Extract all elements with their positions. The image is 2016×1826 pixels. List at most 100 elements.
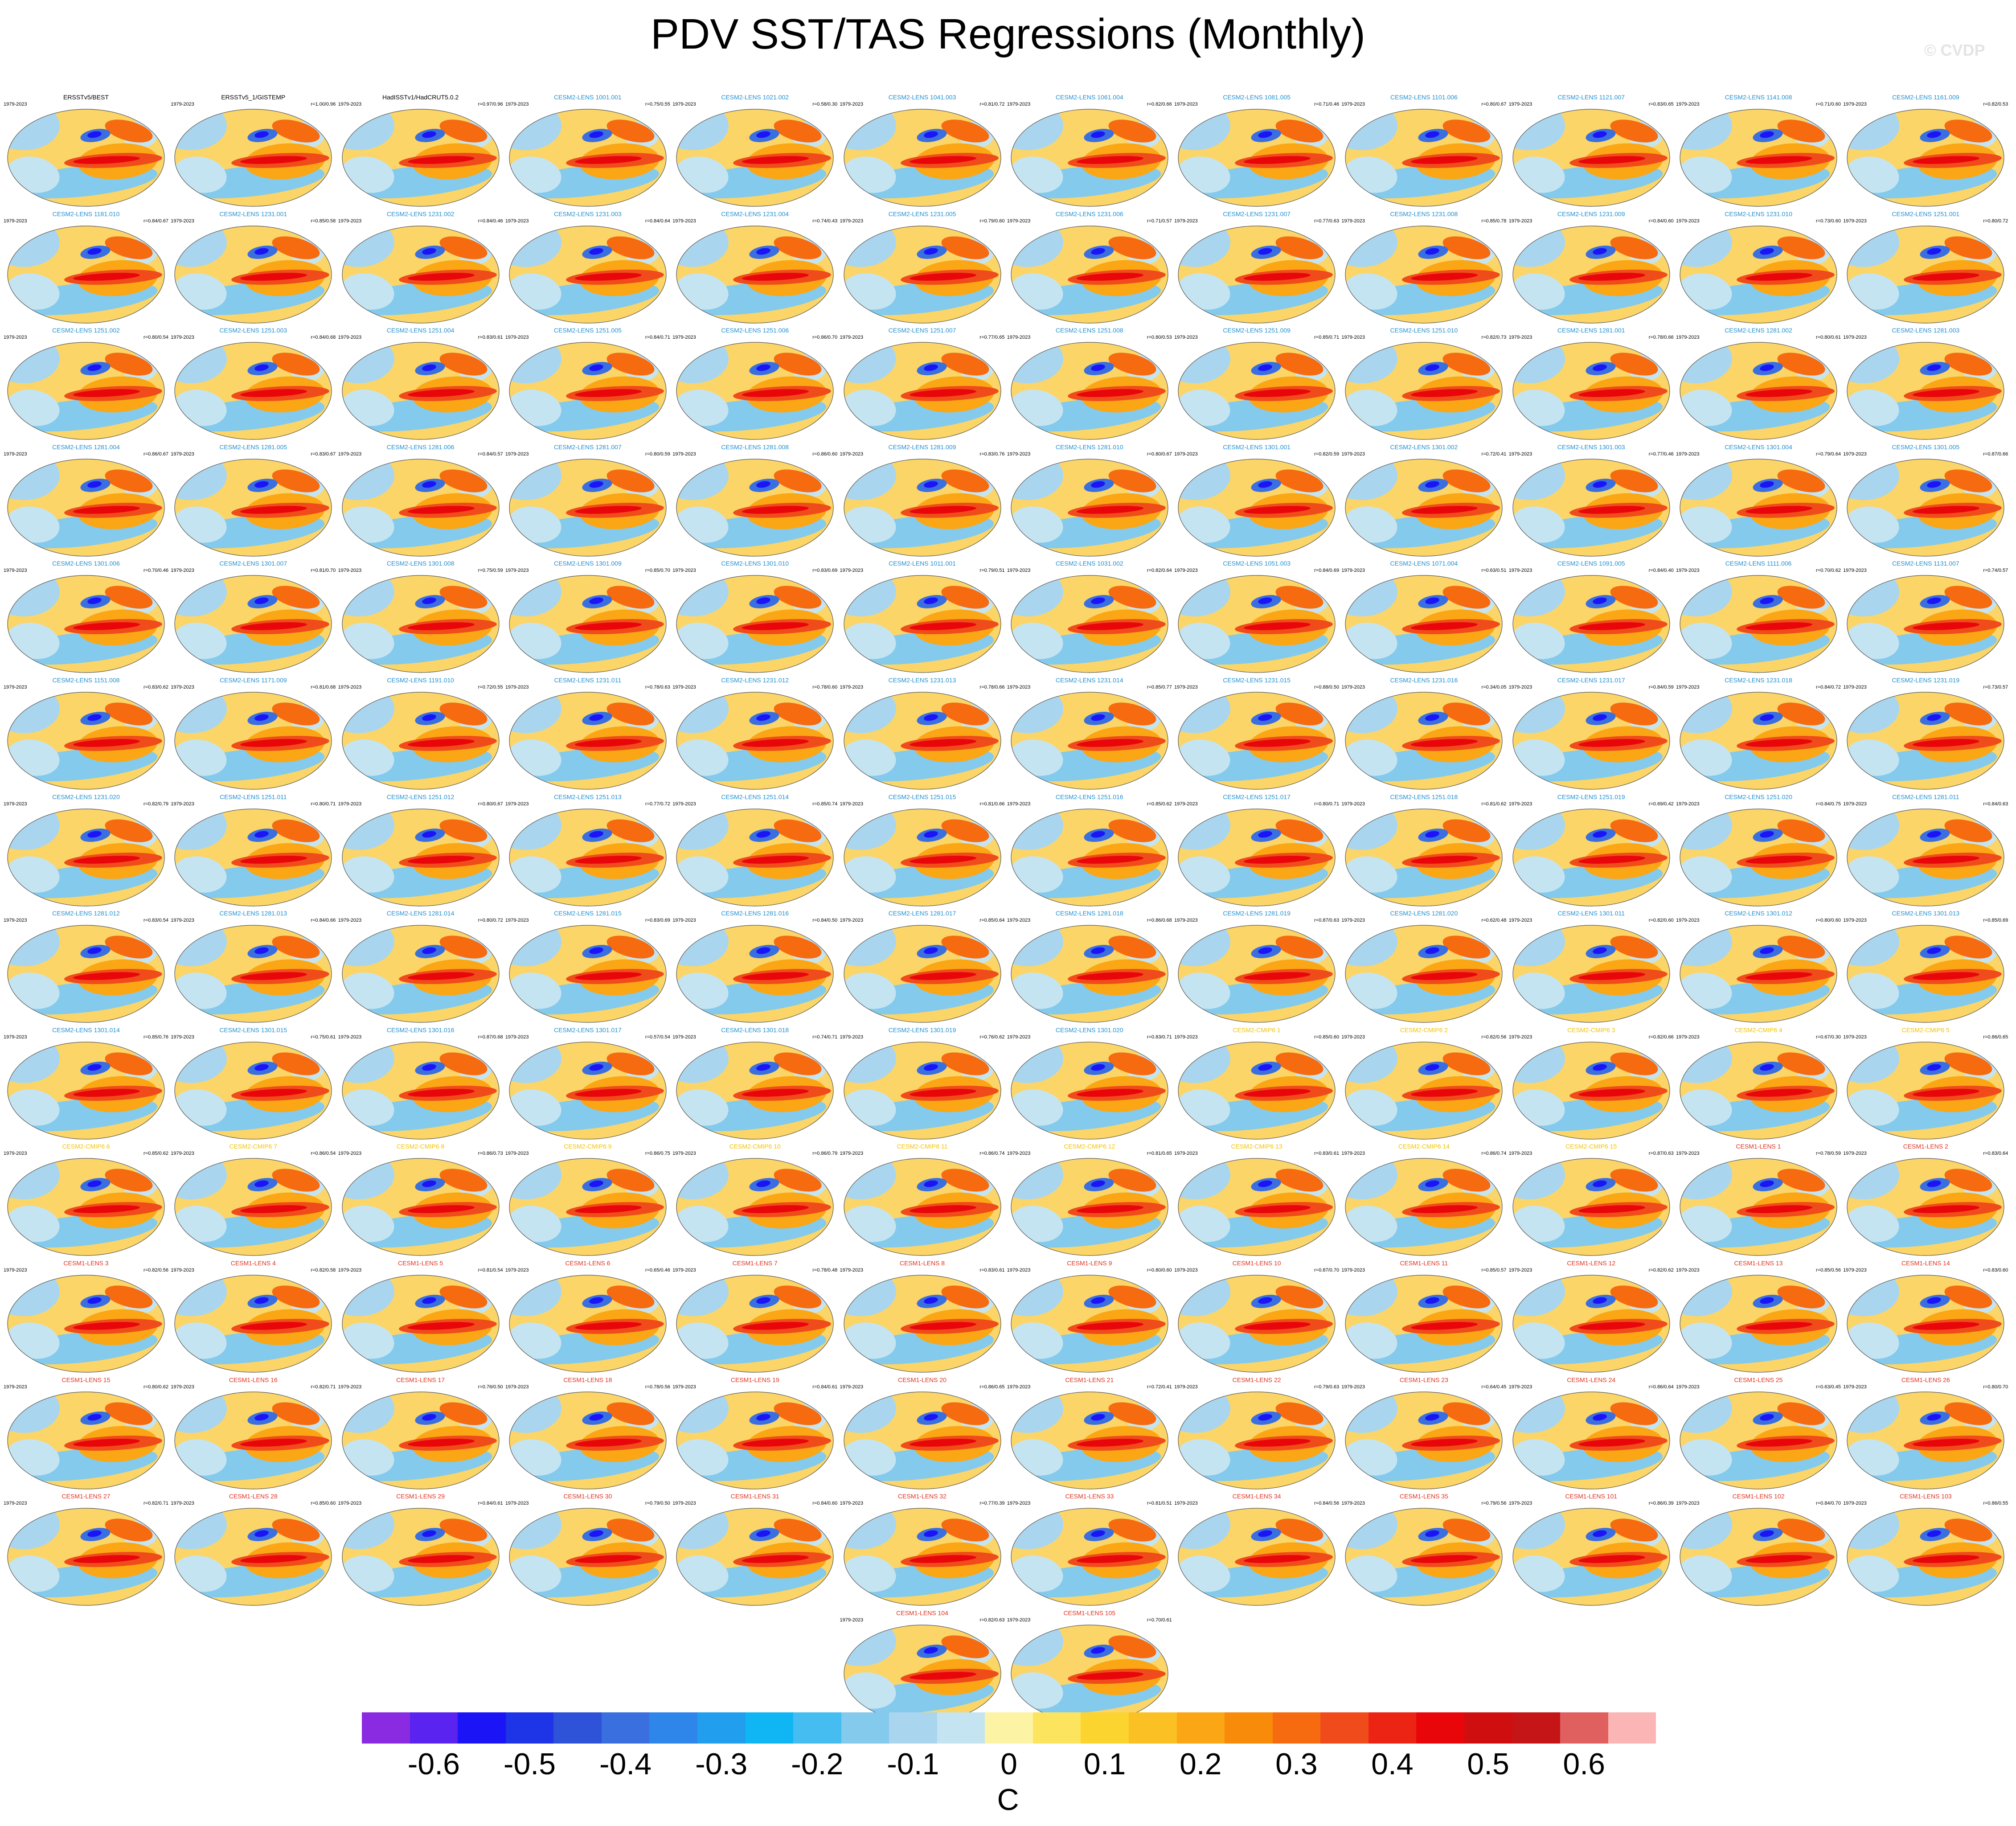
north-pacific-cold-center xyxy=(923,1414,938,1421)
north-east-pacific-warm-arc xyxy=(1610,586,1658,609)
equatorial-core xyxy=(240,1438,307,1447)
panel-period: 1979-2023 xyxy=(1341,1151,1365,1157)
map-boundary xyxy=(341,925,500,1023)
panel-label: CESM1-LENS 8 xyxy=(899,1260,945,1267)
regression-map xyxy=(1512,692,1670,790)
map-panel: CESM2-LENS 1251.007 1979-2023 r=0.77/0.65 xyxy=(839,327,1006,443)
map-boundary xyxy=(509,1275,667,1373)
map-boundary xyxy=(1345,225,1503,324)
arctic-warm-patch xyxy=(800,1510,834,1521)
arctic-warm-patch xyxy=(967,1393,1001,1404)
regression-map xyxy=(1847,575,2004,673)
equatorial-core xyxy=(1913,505,1980,514)
north-pacific-cold-center xyxy=(254,248,269,255)
arctic-warm-patch xyxy=(632,111,666,121)
north-pacific-cold-center xyxy=(1258,131,1272,138)
panel-period: 1979-2023 xyxy=(1007,1268,1031,1273)
panel-period: 1979-2023 xyxy=(1508,451,1532,457)
north-east-pacific-warm-arc xyxy=(941,1052,989,1075)
panel-period: 1979-2023 xyxy=(1174,335,1198,341)
map-boundary xyxy=(1011,1275,1168,1373)
panel-period: 1979-2023 xyxy=(1843,1034,1867,1040)
panel-period: 1979-2023 xyxy=(505,1268,529,1273)
arctic-warm-patch xyxy=(1803,927,1837,938)
regression-map xyxy=(1680,1042,1837,1140)
panel-period: 1979-2023 xyxy=(672,1151,696,1157)
equatorial-core xyxy=(1746,156,1812,164)
map-boundary xyxy=(1512,1275,1670,1373)
regression-map xyxy=(676,1158,834,1256)
panel-label: CESM2-LENS 1231.016 xyxy=(1390,677,1458,684)
north-east-pacific-warm-arc xyxy=(1777,1402,1825,1425)
arctic-warm-patch xyxy=(465,111,499,121)
north-pacific-cold-center xyxy=(87,714,102,721)
north-pacific-cold-center xyxy=(87,131,102,138)
map-boundary xyxy=(1011,109,1168,207)
north-east-pacific-warm-arc xyxy=(272,1518,320,1542)
panel-label: CESM2-CMIP6 15 xyxy=(1565,1143,1617,1150)
map-boundary xyxy=(1847,1391,2004,1490)
panel-period: 1979-2023 xyxy=(4,451,27,457)
regression-map xyxy=(341,1391,500,1490)
map-panel: CESM2-LENS 1301.001 1979-2023 r=0.82/0.59 xyxy=(1173,443,1340,559)
north-east-pacific-warm-arc xyxy=(1275,353,1324,376)
regression-map xyxy=(1011,459,1168,557)
north-east-pacific-warm-arc xyxy=(606,702,655,726)
panel-period: 1979-2023 xyxy=(505,451,529,457)
north-east-pacific-warm-arc xyxy=(1777,469,1825,492)
panel-label: CESM1-LENS 3 xyxy=(63,1260,109,1267)
panel-label: CESM2-LENS 1301.009 xyxy=(554,560,622,567)
north-east-pacific-warm-arc xyxy=(1777,819,1825,842)
equatorial-core xyxy=(909,1671,976,1680)
arctic-warm-patch xyxy=(1469,344,1503,355)
panel-period: 1979-2023 xyxy=(505,1034,529,1040)
arctic-warm-patch xyxy=(1134,1043,1168,1054)
north-east-pacific-warm-arc xyxy=(1108,1518,1156,1542)
north-east-pacific-warm-arc xyxy=(1442,1518,1491,1542)
map-panel: CESM2-LENS 1231.006 1979-2023 r=0.71/0.57 xyxy=(1006,210,1173,326)
equatorial-core xyxy=(1244,972,1311,981)
arctic-warm-patch xyxy=(967,111,1001,121)
regression-map xyxy=(843,808,1001,907)
north-east-pacific-warm-arc xyxy=(1610,1169,1658,1192)
north-east-pacific-warm-arc xyxy=(1108,936,1156,959)
map-panel: ERSSTv5_1/GISTEMP 1979-2023 r=1.00/0.96 xyxy=(170,94,336,209)
north-east-pacific-warm-arc xyxy=(941,353,989,376)
regression-map xyxy=(1178,109,1336,207)
map-panel: CESM2-CMIP6 6 1979-2023 r=0.85/0.62 xyxy=(3,1143,169,1259)
equatorial-core xyxy=(73,972,140,981)
equatorial-core xyxy=(240,1205,307,1214)
panel-label: CESM1-LENS 101 xyxy=(1565,1493,1618,1500)
map-boundary xyxy=(1345,342,1503,440)
north-east-pacific-warm-arc xyxy=(941,1518,989,1542)
north-east-pacific-warm-arc xyxy=(606,469,655,492)
panel-period: 1979-2023 xyxy=(840,1501,864,1506)
map-panel: CESM2-LENS 1081.005 1979-2023 r=0.71/0.46 xyxy=(1173,94,1340,209)
arctic-warm-patch xyxy=(632,344,666,355)
panel-label: CESM2-LENS 1251.014 xyxy=(721,793,789,800)
regression-map xyxy=(1680,342,1837,440)
arctic-warm-patch xyxy=(1469,577,1503,588)
arctic-warm-patch xyxy=(1134,1160,1168,1171)
north-pacific-cold-center xyxy=(1258,714,1272,721)
map-boundary xyxy=(1178,1158,1336,1256)
north-east-pacific-warm-arc xyxy=(1944,819,1992,842)
map-boundary xyxy=(7,692,165,790)
panel-period: 1979-2023 xyxy=(1341,451,1365,457)
map-panel: CESM2-LENS 1281.017 1979-2023 r=0.85/0.64 xyxy=(839,910,1006,1026)
arctic-warm-patch xyxy=(1134,693,1168,704)
map-panel: CESM1-LENS 10 1979-2023 r=0.87/0.70 xyxy=(1173,1260,1340,1375)
panel-pattern-correlation: r=0.73/0.57 xyxy=(1983,685,2008,690)
north-pacific-cold-center xyxy=(1592,131,1607,138)
regression-map xyxy=(174,342,332,440)
panel-label: CESM2-LENS 1251.016 xyxy=(1055,793,1123,800)
north-pacific-cold-center xyxy=(87,597,102,604)
north-pacific-cold-center xyxy=(589,597,603,604)
map-boundary xyxy=(1345,1275,1503,1373)
north-pacific-cold-center xyxy=(756,1180,770,1187)
map-panel: CESM2-LENS 1281.013 1979-2023 r=0.84/0.66 xyxy=(170,910,336,1026)
panel-pattern-correlation: r=0.80/0.62 xyxy=(143,1384,168,1390)
panel-period: 1979-2023 xyxy=(171,335,194,341)
map-panel: CESM2-CMIP6 3 1979-2023 r=0.82/0.66 xyxy=(1508,1026,1675,1142)
north-east-pacific-warm-arc xyxy=(1610,119,1658,143)
